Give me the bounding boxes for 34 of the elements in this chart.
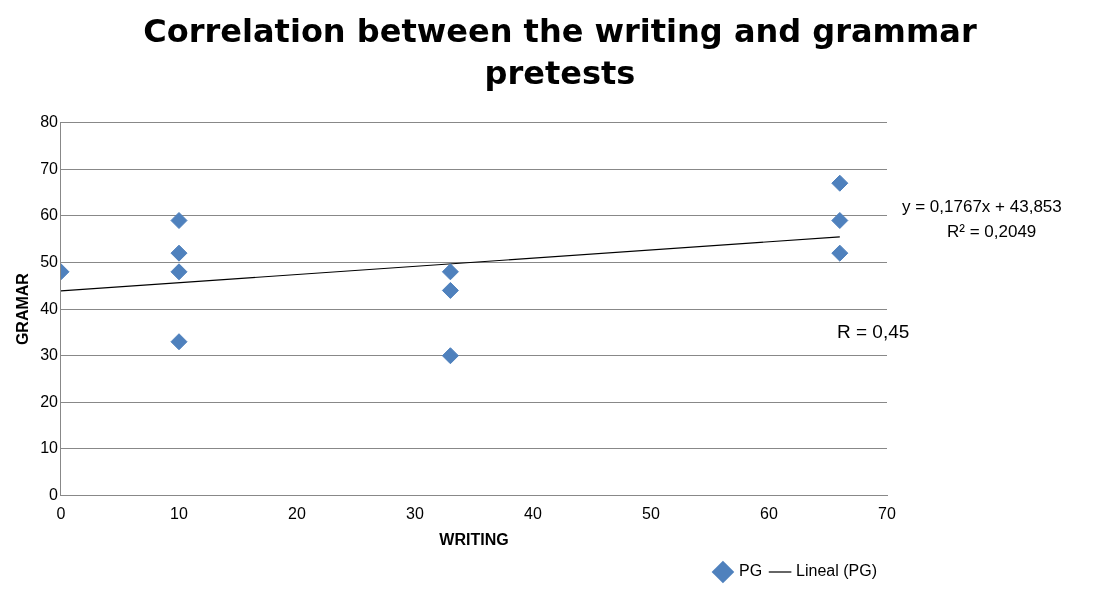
y-tick-label: 50 — [40, 252, 59, 270]
x-tick-label: 10 — [170, 504, 188, 522]
point — [441, 281, 459, 299]
text: y = 0,1767x + 43,853 — [902, 197, 1062, 217]
x-tick-label: 60 — [760, 504, 778, 522]
x-tick-label: 30 — [406, 504, 424, 522]
text: R² = 0,2049 — [947, 222, 1037, 242]
point — [831, 212, 849, 230]
x-axis-title: WRITING — [439, 530, 509, 548]
y-tick-label: 10 — [40, 439, 59, 457]
legend-label: Lineal (PG) — [796, 562, 877, 580]
x-tick-label: 40 — [524, 504, 542, 522]
y-tick-label: 80 — [40, 113, 59, 131]
point — [170, 333, 188, 351]
y-tick-label: 40 — [40, 299, 59, 317]
point — [831, 174, 849, 192]
point — [831, 244, 849, 262]
point — [170, 244, 188, 262]
legend-label: PG — [738, 562, 763, 580]
y-tick-label: 60 — [40, 206, 59, 224]
point — [170, 263, 188, 281]
x-tick-label: 50 — [642, 504, 660, 522]
y-tick-label: 20 — [40, 392, 59, 410]
x-tick-label: 70 — [878, 504, 896, 522]
y-tick-label: 0 — [49, 486, 59, 504]
annotation: R = 0,45 — [837, 320, 910, 342]
y-axis-title: GRAMAR — [14, 272, 32, 346]
y-tick-label: 70 — [40, 159, 59, 177]
point — [441, 347, 459, 365]
x-tick-label: 20 — [288, 504, 306, 522]
point — [170, 212, 188, 230]
y-tick-label: 30 — [40, 346, 59, 364]
chart-title: Correlation between the writing and grammar pretests — [142, 11, 978, 94]
point — [441, 263, 459, 281]
